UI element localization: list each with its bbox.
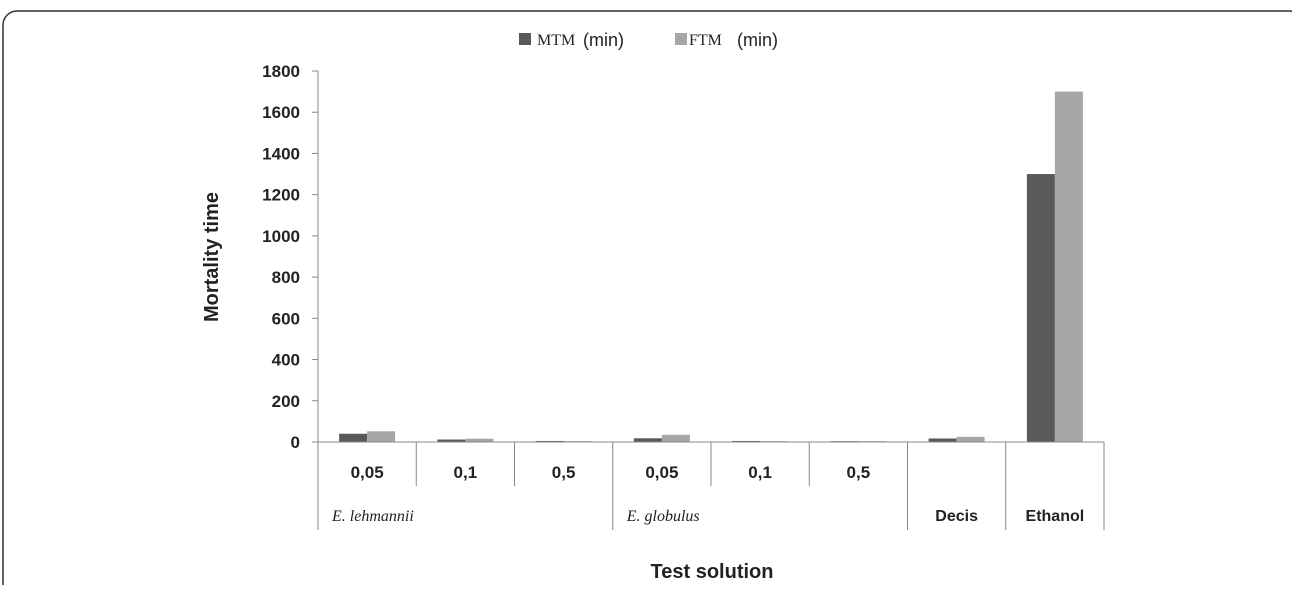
legend-swatch-ftm (675, 33, 687, 45)
legend-series-unit-ftm: (min) (737, 30, 778, 50)
group-label: E. globulus (626, 508, 700, 525)
bar-mtm (535, 440, 564, 442)
bar-mtm (928, 438, 957, 442)
category-label: 0,05 (351, 463, 384, 482)
category-label: 0,1 (748, 463, 772, 482)
y-axis-ticks: 0 200 400 600 800 1000 1200 1400 1600 1800 (262, 62, 319, 452)
y-tick-label: 200 (272, 392, 300, 411)
group-label: E. lehmannii (331, 508, 414, 525)
bar-ftm (465, 438, 494, 442)
y-tick-label: 0 (291, 433, 300, 452)
category-label: 0,5 (847, 463, 871, 482)
x-axis: 0,05 0,1 0,5 0,05 0,1 0,5 E. lehmannii E. globu… (317, 441, 1105, 530)
plot-area (339, 91, 1083, 443)
bar-mtm (1026, 174, 1055, 443)
y-tick-label: 400 (272, 351, 300, 370)
bar-mtm (339, 433, 368, 442)
y-tick-label: 1800 (262, 62, 300, 81)
legend-swatch-mtm (519, 33, 531, 45)
bar-ftm (367, 431, 396, 442)
legend-series-name-ftm: FTM (689, 32, 722, 49)
x-axis-title: Test solution (651, 561, 774, 583)
category-label: 0,1 (454, 463, 478, 482)
group-label: Decis (935, 508, 978, 525)
category-label: 0,5 (552, 463, 576, 482)
bar-mtm (732, 440, 761, 442)
category-label: 0,05 (645, 463, 678, 482)
chart-border (2, 10, 1292, 590)
bar-ftm (661, 434, 690, 442)
y-tick-label: 1600 (262, 103, 300, 122)
legend: MTM (min) FTM (min) (519, 30, 778, 50)
bar-ftm (956, 436, 985, 442)
group-label: Ethanol (1026, 508, 1085, 525)
y-tick-label: 1200 (262, 186, 300, 205)
bar-mtm (437, 439, 466, 442)
y-tick-label: 800 (272, 268, 300, 287)
bar-ftm (1054, 91, 1083, 442)
bar-mtm (633, 438, 662, 442)
legend-series-name-mtm: MTM (537, 32, 575, 49)
y-tick-label: 1000 (262, 227, 300, 246)
y-tick-label: 1400 (262, 144, 300, 163)
y-axis-title: Mortality time (201, 192, 223, 322)
legend-series-unit-mtm: (min) (583, 30, 624, 50)
y-tick-label: 600 (272, 309, 300, 328)
